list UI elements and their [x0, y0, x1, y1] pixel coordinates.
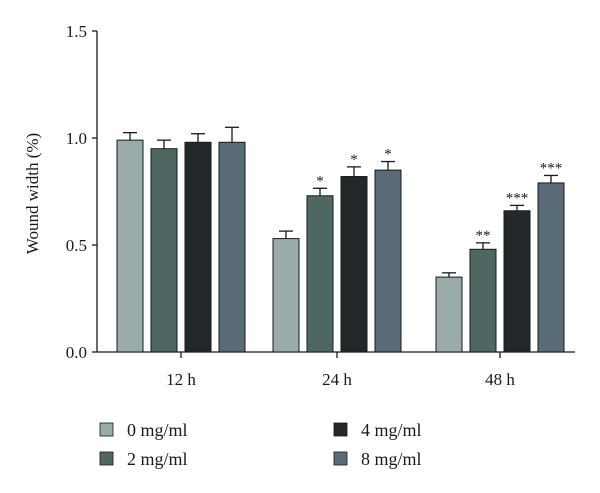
- y-axis-label: Wound width (%): [23, 133, 42, 254]
- significance-label: *: [316, 173, 324, 189]
- bar: [374, 169, 402, 353]
- legend-swatch: [333, 422, 348, 437]
- legend-label: 2 mg/ml: [127, 449, 188, 469]
- legend-label: 4 mg/ml: [361, 420, 422, 440]
- y-tick-label: 0.5: [66, 236, 87, 255]
- bar: [435, 276, 463, 353]
- legend: 0 mg/ml 2 mg/ml 4 mg/ml 8 mg/ml: [99, 420, 422, 469]
- significance-label: **: [476, 228, 491, 244]
- legend-label: 0 mg/ml: [127, 420, 188, 440]
- legend-item: 0 mg/ml: [99, 420, 188, 440]
- significance-label: *: [350, 152, 358, 168]
- significance-label: *: [384, 147, 392, 163]
- legend-swatch: [99, 422, 114, 437]
- y-tick-label: 0.0: [66, 343, 87, 362]
- bar: [537, 182, 565, 353]
- bar: [218, 141, 246, 353]
- bar: [272, 238, 300, 353]
- legend-item: 2 mg/ml: [99, 449, 188, 469]
- bar: [469, 248, 497, 353]
- bar: [184, 141, 212, 353]
- bar: [340, 176, 368, 353]
- bar: [116, 139, 144, 353]
- significance-label: ***: [540, 160, 563, 176]
- bar: [503, 210, 531, 353]
- y-tick-label: 1.5: [66, 22, 87, 41]
- y-tick-label: 1.0: [66, 129, 87, 148]
- bar: [306, 195, 334, 353]
- significance-label: ***: [506, 190, 529, 206]
- legend-item: 4 mg/ml: [333, 420, 422, 440]
- legend-swatch: [333, 451, 348, 466]
- x-tick-label: 12 h: [166, 370, 196, 389]
- bar: [150, 148, 178, 353]
- axes: 0.0 0.5 1.0 1.5 Wound width (%) 12 h 24 h 48 h: [23, 22, 575, 389]
- legend-swatch: [99, 451, 114, 466]
- legend-item: 8 mg/ml: [333, 449, 422, 469]
- x-tick-label: 24 h: [322, 370, 352, 389]
- bars: ** *********: [116, 126, 565, 353]
- x-tick-label: 48 h: [485, 370, 515, 389]
- legend-label: 8 mg/ml: [361, 449, 422, 469]
